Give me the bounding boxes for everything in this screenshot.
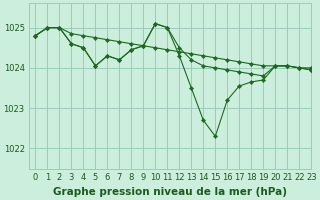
X-axis label: Graphe pression niveau de la mer (hPa): Graphe pression niveau de la mer (hPa) <box>53 187 287 197</box>
